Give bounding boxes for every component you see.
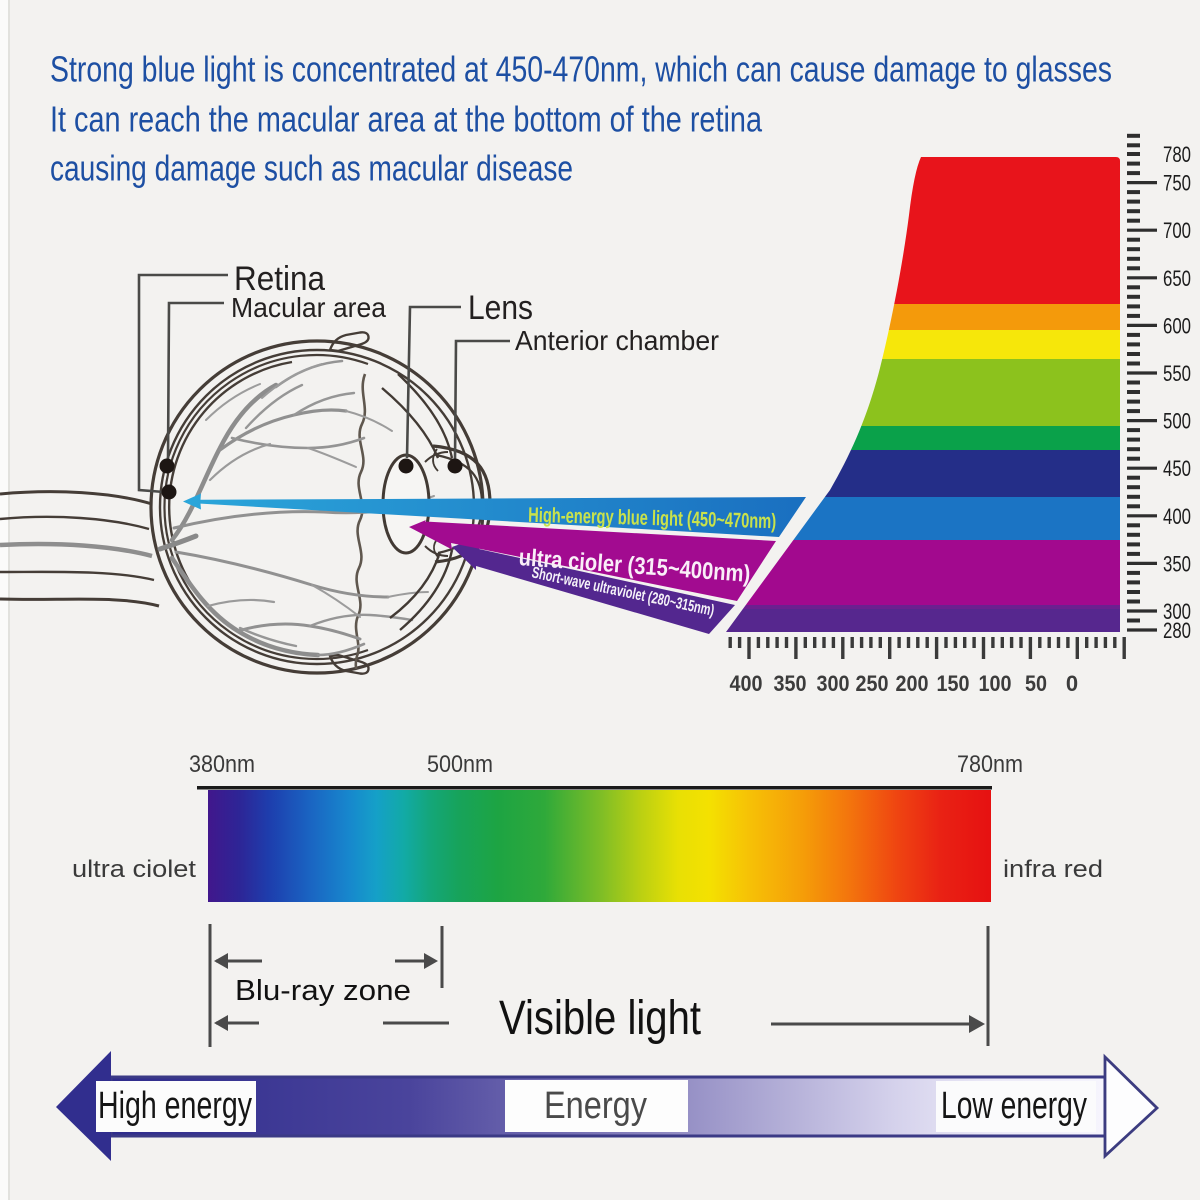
svg-text:Low energy: Low energy: [941, 1085, 1087, 1127]
svg-text:100: 100: [979, 671, 1012, 696]
svg-text:380nm: 380nm: [189, 751, 255, 778]
svg-text:350: 350: [774, 671, 807, 696]
svg-text:Retina: Retina: [234, 260, 325, 298]
svg-text:infra red: infra red: [1003, 856, 1103, 883]
svg-text:500nm: 500nm: [427, 751, 493, 778]
svg-text:300: 300: [1163, 599, 1191, 624]
svg-text:ultra ciolet: ultra ciolet: [72, 856, 196, 883]
svg-text:650: 650: [1163, 266, 1191, 291]
svg-text:Blu-ray zone: Blu-ray zone: [235, 975, 411, 1007]
svg-text:Lens: Lens: [468, 289, 533, 327]
svg-text:0: 0: [1066, 671, 1078, 696]
svg-text:700: 700: [1163, 218, 1191, 243]
svg-text:causing damage such as macular: causing damage such as macular disease: [50, 148, 573, 189]
svg-text:It can reach the macular area: It can reach the macular area at the bot…: [50, 99, 763, 140]
svg-text:550: 550: [1163, 361, 1191, 386]
svg-text:780: 780: [1163, 142, 1191, 167]
svg-text:50: 50: [1025, 671, 1047, 696]
svg-text:Strong blue light is concentra: Strong blue light is concentrated at 450…: [50, 49, 1112, 90]
svg-text:500: 500: [1163, 409, 1191, 434]
svg-text:600: 600: [1163, 313, 1191, 338]
svg-text:200: 200: [896, 671, 929, 696]
svg-text:Visible light: Visible light: [499, 992, 701, 1045]
svg-text:400: 400: [1163, 504, 1191, 529]
svg-text:350: 350: [1163, 551, 1191, 576]
svg-text:150: 150: [937, 671, 970, 696]
svg-text:250: 250: [856, 671, 889, 696]
svg-text:780nm: 780nm: [957, 751, 1023, 778]
svg-text:280: 280: [1163, 618, 1191, 643]
svg-text:Energy: Energy: [544, 1085, 647, 1127]
svg-text:High energy: High energy: [98, 1085, 252, 1127]
svg-text:400: 400: [730, 671, 763, 696]
svg-text:450: 450: [1163, 456, 1191, 481]
svg-text:750: 750: [1163, 171, 1191, 196]
svg-text:300: 300: [817, 671, 850, 696]
svg-text:Macular area: Macular area: [231, 292, 387, 323]
svg-text:Anterior chamber: Anterior chamber: [515, 325, 719, 356]
